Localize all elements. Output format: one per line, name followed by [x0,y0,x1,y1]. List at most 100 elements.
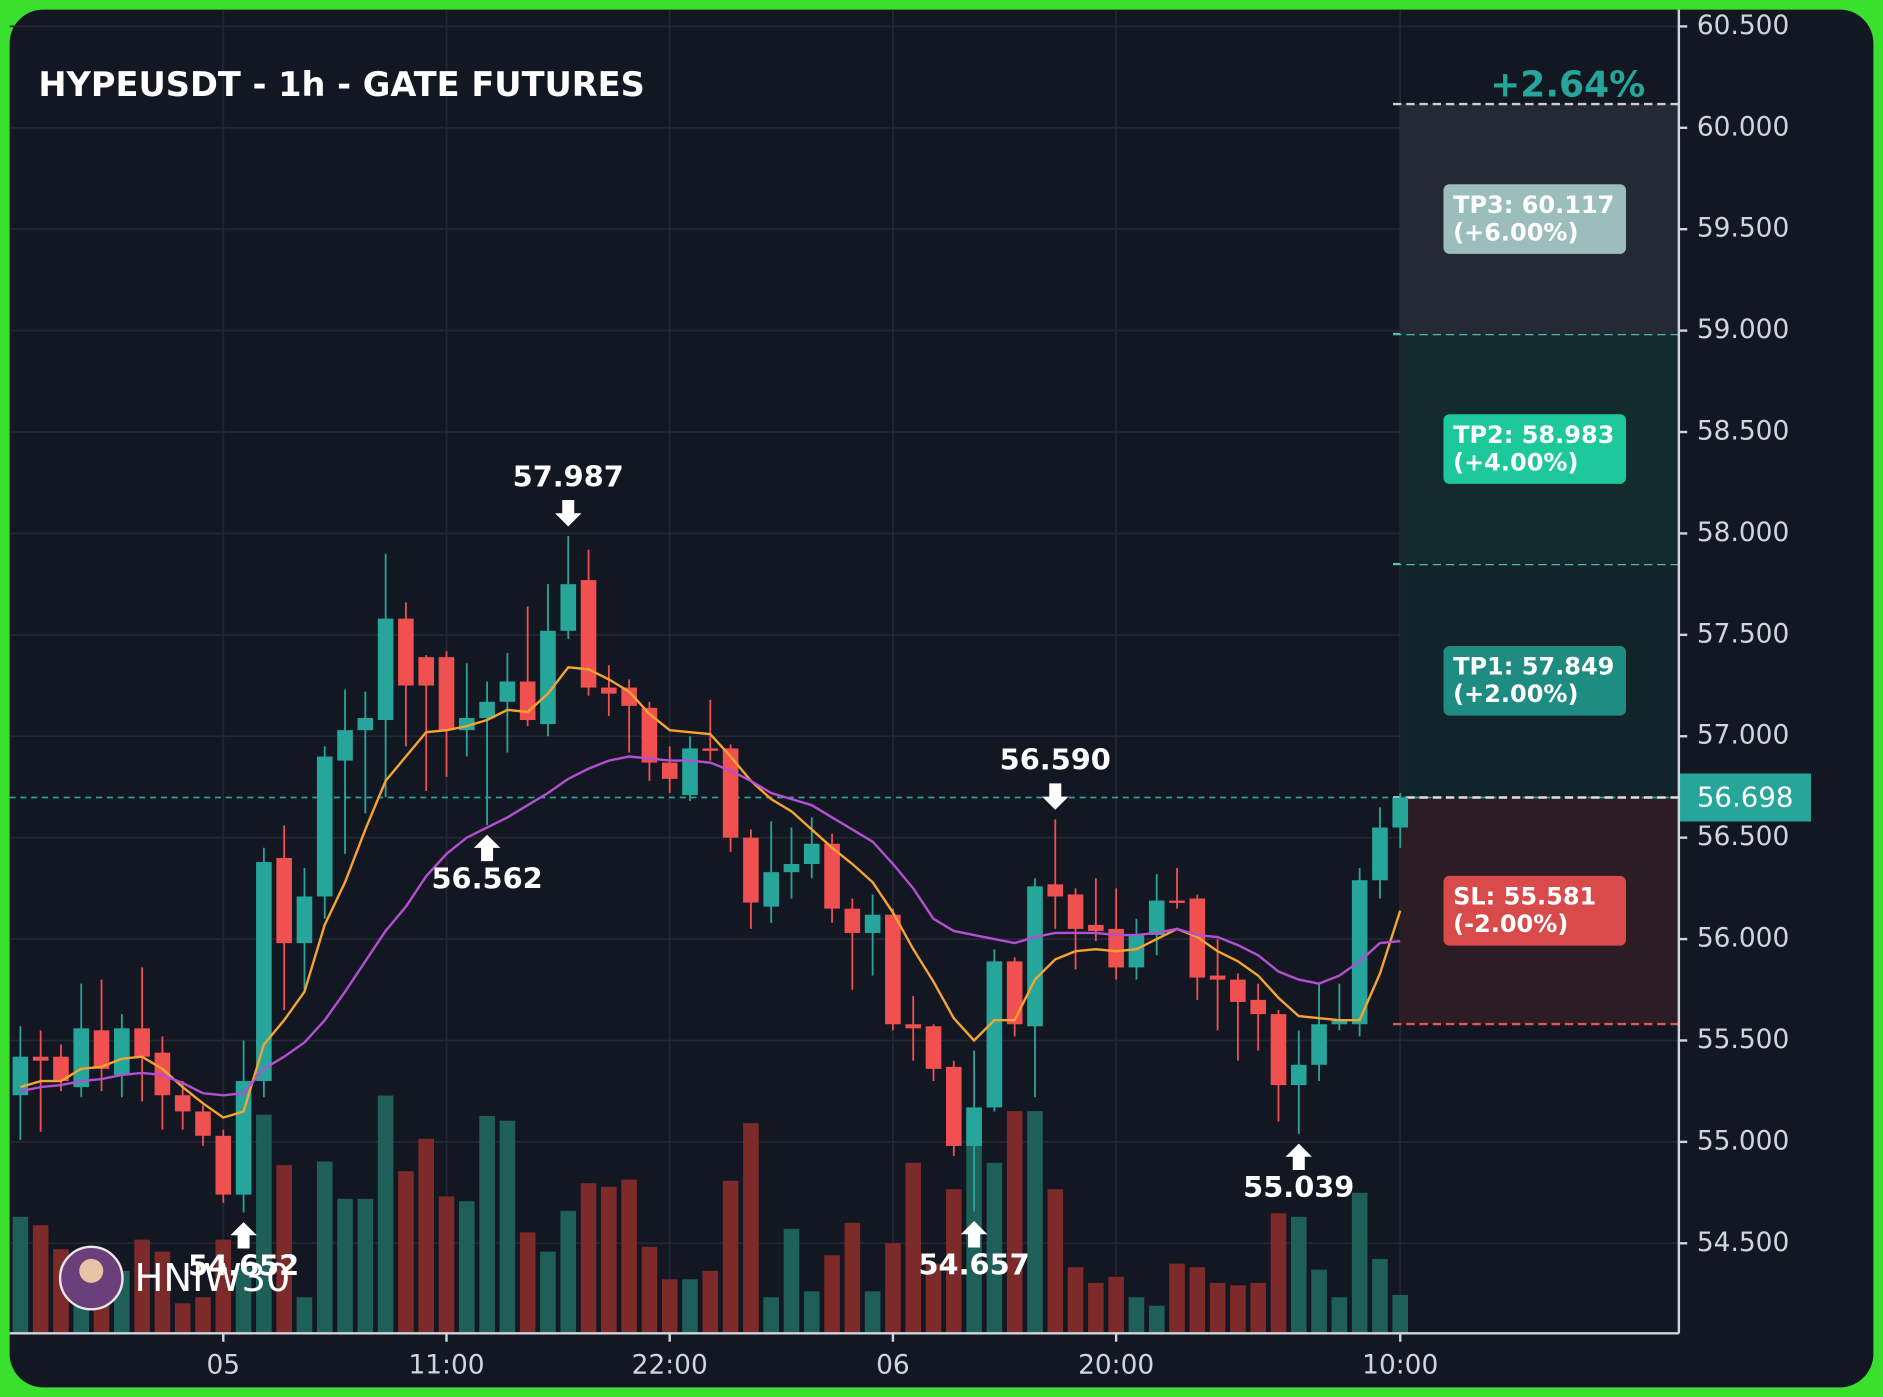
volume-bar [1108,1276,1124,1334]
y-tick-label: 58.500 [1697,416,1789,447]
volume-bar [337,1198,353,1334]
volume-bar [398,1171,414,1334]
volume-bar [1250,1282,1266,1334]
annotation-label: 54.652 [188,1249,299,1283]
volume-bar [1148,1305,1165,1334]
volume-bar [1067,1267,1084,1334]
axes: 54.500 55.000 55.500 56.000 56.500 57.000 57.5… [188,10,1811,1380]
candle-body [540,630,556,725]
level-box [1443,414,1627,484]
candle-body [114,1028,130,1075]
candle-body [256,861,272,1082]
level-label: TP3: 60.117 [1453,191,1614,219]
x-tick-label: 05 [206,1349,240,1380]
candle-body [702,748,719,751]
avatar-face [79,1258,104,1283]
annotation-arrow [473,834,501,862]
moving-average [20,666,1402,1119]
y-tick-label: 56.000 [1697,923,1789,954]
candle-body [32,1056,49,1061]
level-label: TP1: 57.849 [1453,653,1614,681]
volume-bar [540,1251,556,1334]
candle-body [925,1026,942,1069]
volume-bar [905,1162,922,1334]
candle-body [1290,1064,1307,1086]
volume-bar [702,1270,719,1334]
candle-body [53,1056,69,1082]
volume-bar [661,1279,678,1334]
candle-body [783,864,800,873]
annotation-label: 54.657 [919,1248,1030,1282]
annotation-arrow [960,1221,988,1248]
candle-body [743,837,759,903]
candle-body [316,756,333,897]
candle-body [215,1135,232,1195]
volume-bar [580,1183,597,1334]
volume-bar [1230,1285,1246,1334]
volume-bar [174,1303,191,1334]
volume-bar [195,1297,211,1334]
volume-bar [743,1123,759,1334]
plot-area [9,9,1679,1334]
candle-body [946,1066,962,1146]
volume-bar [1290,1216,1307,1334]
candle-body [357,717,374,731]
volume-bar [1392,1294,1409,1334]
volume-bar [864,1291,881,1334]
candle-body [1311,1024,1327,1065]
y-tick-label: 56.500 [1697,821,1789,852]
x-tick-label: 10:00 [1362,1349,1438,1380]
volume-bar [1372,1258,1388,1334]
candle-body [1148,900,1165,936]
candle-body [1108,928,1124,968]
candle-body [235,1081,252,1195]
candle-body [682,748,698,796]
volume-bar [1209,1282,1226,1334]
level-box [1443,875,1627,946]
candle-body [1128,935,1145,968]
level-pct: (-2.00%) [1453,910,1568,938]
candle-body [438,657,455,731]
candle-body [824,843,840,909]
volume-bar [966,1107,982,1334]
candle-body [844,908,861,933]
candle-body [580,580,597,688]
candle-body [1027,886,1043,1027]
volume-bar [824,1255,840,1334]
candle-body [864,914,881,933]
candle-body [1331,1020,1348,1025]
level-pct: (+6.00%) [1453,218,1578,246]
volume-bar [1128,1297,1145,1334]
y-tick-label: 55.500 [1697,1024,1789,1055]
volume-bar [844,1222,861,1334]
y-tick-label: 59.000 [1697,314,1789,345]
volume-bar [215,1239,232,1334]
candle-body [1351,880,1368,1025]
x-tick-label: 11:00 [408,1349,484,1380]
volume-bar [1189,1267,1206,1334]
volume-bar [235,1267,252,1334]
chart-title: HYPEUSDT - 1h - GATE FUTURES [38,65,644,104]
y-tick-label: 57.500 [1697,618,1789,649]
volume-bar [925,1263,942,1334]
volume-bar [357,1198,374,1334]
volume-bar [1351,1192,1368,1334]
volume-bar [946,1189,962,1334]
y-tick-label: 60.500 [1697,10,1789,41]
volume-bar [418,1138,435,1334]
candle-body [1088,924,1104,931]
candle-body [1250,999,1266,1015]
volume-bar [519,1232,536,1334]
candle-body [398,618,414,686]
candle-body [296,896,313,944]
x-tick-label: 22:00 [632,1349,708,1380]
volume-bar [12,1216,29,1334]
volume-bar [885,1243,901,1334]
candle-body [722,748,739,838]
volume-bar [1027,1111,1043,1334]
level-label: TP2: 58.983 [1453,421,1614,449]
level-pct: (+2.00%) [1453,680,1578,708]
candle-body [1230,979,1246,1002]
volume-bar [256,1114,272,1334]
